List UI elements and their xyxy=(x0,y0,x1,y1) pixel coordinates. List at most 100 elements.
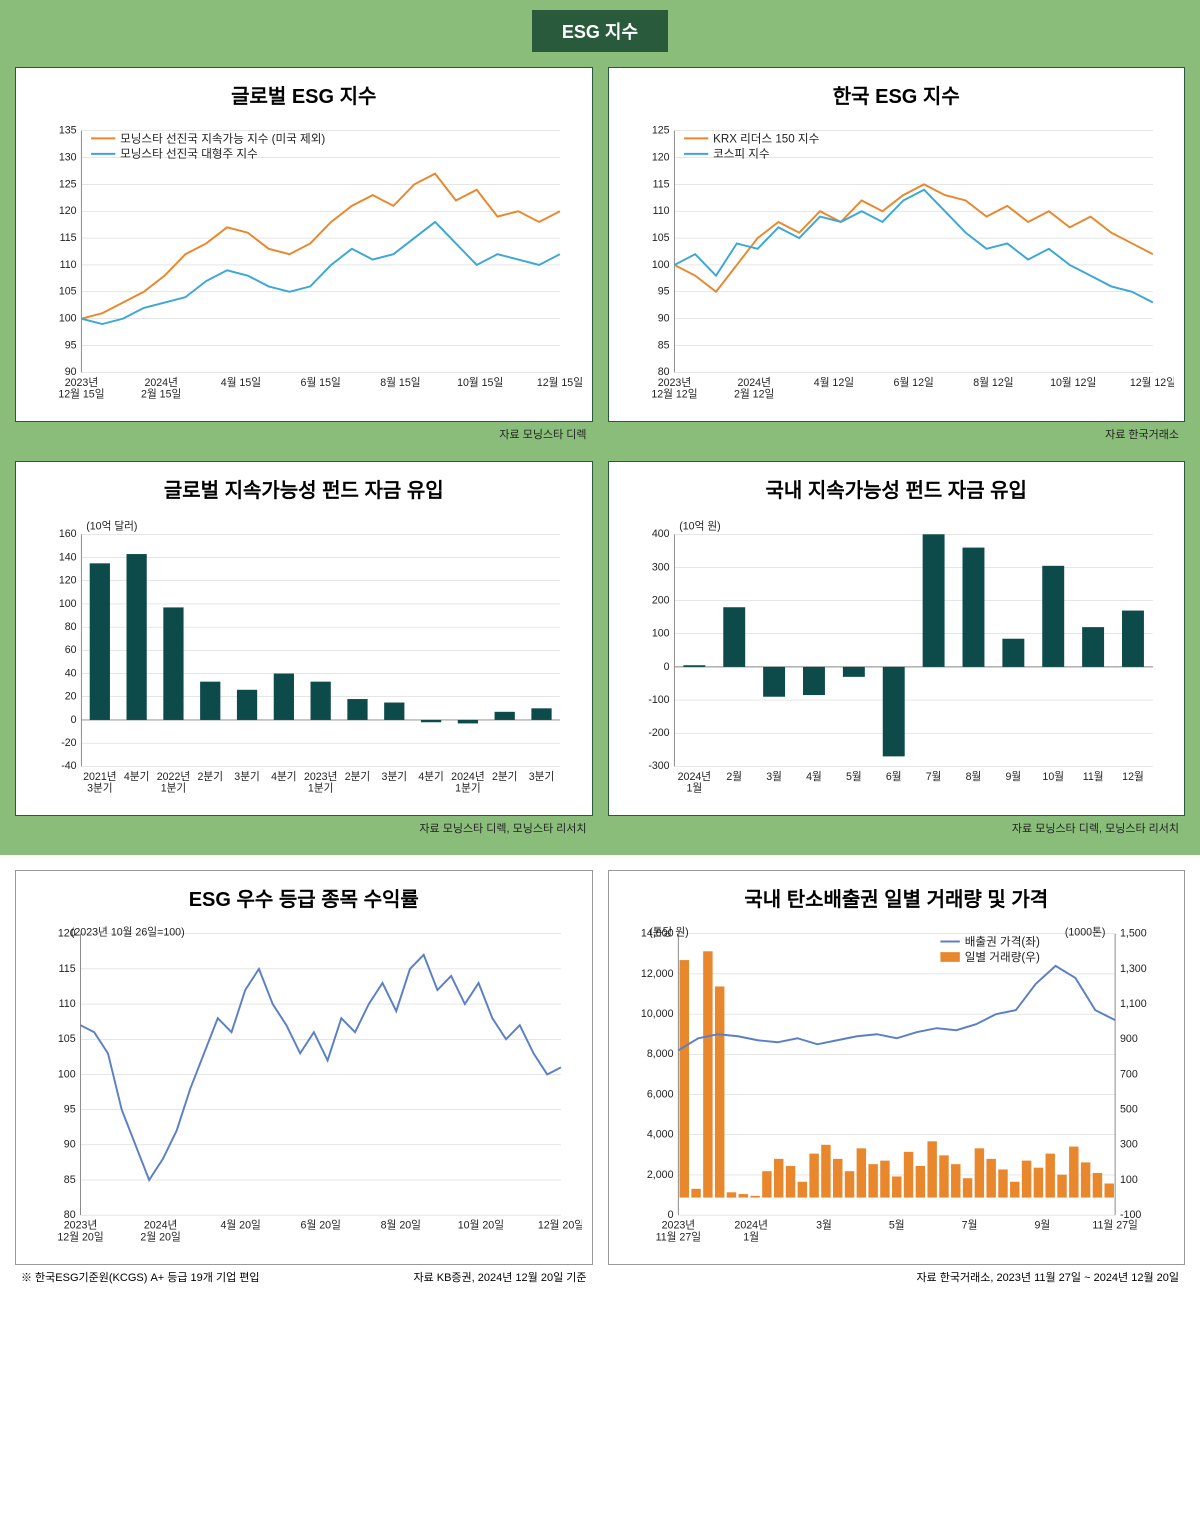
svg-text:85: 85 xyxy=(64,1174,76,1186)
svg-text:5월: 5월 xyxy=(846,771,862,783)
svg-text:9월: 9월 xyxy=(1034,1220,1050,1232)
svg-text:10월: 10월 xyxy=(1042,771,1064,783)
svg-text:2024년2월 12일: 2024년2월 12일 xyxy=(734,377,774,401)
svg-text:1,100: 1,100 xyxy=(1119,998,1146,1010)
svg-text:모닝스타 선진국 지속가능 지수 (미국 제외): 모닝스타 선진국 지속가능 지수 (미국 제외) xyxy=(120,132,325,145)
svg-text:140: 140 xyxy=(59,551,77,563)
chart-source: 자료 한국거래소 xyxy=(608,422,1186,446)
svg-text:3월: 3월 xyxy=(766,771,782,783)
svg-text:2022년1분기: 2022년1분기 xyxy=(157,771,190,795)
chart-korea-esg: 한국 ESG 지수 808590951001051101151201252023… xyxy=(608,67,1186,422)
svg-text:8,000: 8,000 xyxy=(646,1048,673,1060)
svg-text:2021년3분기: 2021년3분기 xyxy=(83,771,116,795)
svg-text:900: 900 xyxy=(1119,1033,1137,1045)
svg-text:300: 300 xyxy=(1119,1139,1137,1151)
svg-text:10월 20일: 10월 20일 xyxy=(458,1219,504,1232)
svg-text:10월 12일: 10월 12일 xyxy=(1050,376,1096,389)
svg-text:-100: -100 xyxy=(648,694,669,706)
svg-text:1,300: 1,300 xyxy=(1119,963,1146,975)
svg-text:2분기: 2분기 xyxy=(198,771,223,783)
footnote-right: 자료 KB증권, 2024년 12월 20일 기준 xyxy=(413,1269,586,1285)
svg-text:0: 0 xyxy=(663,661,669,673)
chart-korea-fund: 국내 지속가능성 펀드 자금 유입 -300-200-1000100200300… xyxy=(608,461,1186,816)
svg-text:85: 85 xyxy=(657,339,669,351)
svg-text:200: 200 xyxy=(651,595,669,607)
svg-text:9월: 9월 xyxy=(1005,771,1021,783)
chart-title: 글로벌 ESG 지수 xyxy=(16,68,592,121)
svg-text:2024년1월: 2024년1월 xyxy=(677,771,710,795)
svg-text:105: 105 xyxy=(59,286,77,298)
svg-text:120: 120 xyxy=(59,575,77,587)
svg-text:90: 90 xyxy=(657,313,669,325)
svg-text:6월: 6월 xyxy=(885,771,901,783)
svg-text:120: 120 xyxy=(59,205,77,217)
svg-text:100: 100 xyxy=(651,628,669,640)
chart-source: 자료 모닝스타 디렉 xyxy=(15,422,593,446)
svg-text:80: 80 xyxy=(65,621,77,633)
svg-text:11월 27일: 11월 27일 xyxy=(1092,1219,1137,1232)
svg-text:12,000: 12,000 xyxy=(640,968,673,980)
svg-text:10월 15일: 10월 15일 xyxy=(457,376,503,389)
svg-text:2분기: 2분기 xyxy=(492,771,517,783)
svg-text:-300: -300 xyxy=(648,760,669,772)
svg-text:2023년12월 12일: 2023년12월 12일 xyxy=(651,377,697,401)
svg-text:3분기: 3분기 xyxy=(382,771,407,783)
svg-text:4월: 4월 xyxy=(806,771,822,783)
svg-text:(2023년 10월 26일=100): (2023년 10월 26일=100) xyxy=(71,926,185,939)
svg-text:8월 20일: 8월 20일 xyxy=(381,1219,421,1232)
svg-text:2023년12월 20일: 2023년12월 20일 xyxy=(57,1220,103,1244)
svg-text:4월 15일: 4월 15일 xyxy=(221,376,261,389)
svg-text:300: 300 xyxy=(651,561,669,573)
svg-text:8월 12일: 8월 12일 xyxy=(973,376,1013,389)
svg-text:2024년2월 15일: 2024년2월 15일 xyxy=(141,377,181,401)
chart-esg-grade: ESG 우수 등급 종목 수익률 80859095100105110115120… xyxy=(15,870,593,1265)
chart-title: ESG 우수 등급 종목 수익률 xyxy=(16,871,592,924)
svg-text:0: 0 xyxy=(71,714,77,726)
svg-text:KRX 리더스 150 지수: KRX 리더스 150 지수 xyxy=(713,132,820,145)
svg-text:6월 20일: 6월 20일 xyxy=(301,1219,341,1232)
svg-text:모닝스타 선진국 대형주 지수: 모닝스타 선진국 대형주 지수 xyxy=(120,148,258,161)
svg-text:2월: 2월 xyxy=(726,771,742,783)
svg-text:(1000톤): (1000톤) xyxy=(1064,927,1105,939)
svg-text:4월 20일: 4월 20일 xyxy=(220,1219,260,1232)
svg-text:95: 95 xyxy=(65,339,77,351)
svg-text:12월: 12월 xyxy=(1122,771,1144,783)
svg-text:2분기: 2분기 xyxy=(345,771,370,783)
svg-text:120: 120 xyxy=(651,151,669,163)
svg-text:110: 110 xyxy=(60,259,77,271)
svg-text:3분기: 3분기 xyxy=(529,771,554,783)
svg-text:4,000: 4,000 xyxy=(646,1129,673,1141)
svg-text:95: 95 xyxy=(657,286,669,298)
svg-text:100: 100 xyxy=(59,313,77,325)
svg-text:일별 거래량(우): 일별 거래량(우) xyxy=(964,950,1039,964)
chart-title: 글로벌 지속가능성 펀드 자금 유입 xyxy=(16,462,592,515)
chart-title: 국내 탄소배출권 일별 거래량 및 가격 xyxy=(609,871,1185,924)
svg-text:3분기: 3분기 xyxy=(234,771,259,783)
chart-global-esg: 글로벌 ESG 지수 90951001051101151201251301352… xyxy=(15,67,593,422)
svg-text:115: 115 xyxy=(652,178,669,190)
chart-source: 자료 모닝스타 디렉, 모닝스타 리서치 xyxy=(608,816,1186,840)
svg-text:110: 110 xyxy=(59,998,76,1010)
svg-text:(10억 달러): (10억 달러) xyxy=(86,521,137,533)
svg-text:7월: 7월 xyxy=(925,771,941,783)
svg-text:115: 115 xyxy=(60,232,77,244)
svg-text:4월 12일: 4월 12일 xyxy=(813,376,853,389)
svg-text:2023년1분기: 2023년1분기 xyxy=(304,771,337,795)
svg-text:8월: 8월 xyxy=(965,771,981,783)
svg-text:6,000: 6,000 xyxy=(646,1088,673,1100)
svg-text:2,000: 2,000 xyxy=(646,1169,673,1181)
svg-text:6월 15일: 6월 15일 xyxy=(301,376,341,389)
svg-text:2024년1월: 2024년1월 xyxy=(734,1220,768,1244)
svg-text:125: 125 xyxy=(59,178,77,190)
page-title: ESG 지수 xyxy=(532,10,668,52)
svg-text:-40: -40 xyxy=(61,760,76,772)
svg-text:5월: 5월 xyxy=(888,1220,904,1232)
svg-text:8월 15일: 8월 15일 xyxy=(380,376,420,389)
svg-text:105: 105 xyxy=(651,232,669,244)
top-section: 글로벌 ESG 지수 90951001051101151201251301352… xyxy=(0,52,1200,855)
svg-text:95: 95 xyxy=(64,1104,76,1116)
svg-text:2023년11월 27일: 2023년11월 27일 xyxy=(655,1220,700,1244)
svg-text:11월: 11월 xyxy=(1082,771,1103,783)
svg-text:500: 500 xyxy=(1119,1104,1137,1116)
chart-source: 자료 모닝스타 디렉, 모닝스타 리서치 xyxy=(15,816,593,840)
